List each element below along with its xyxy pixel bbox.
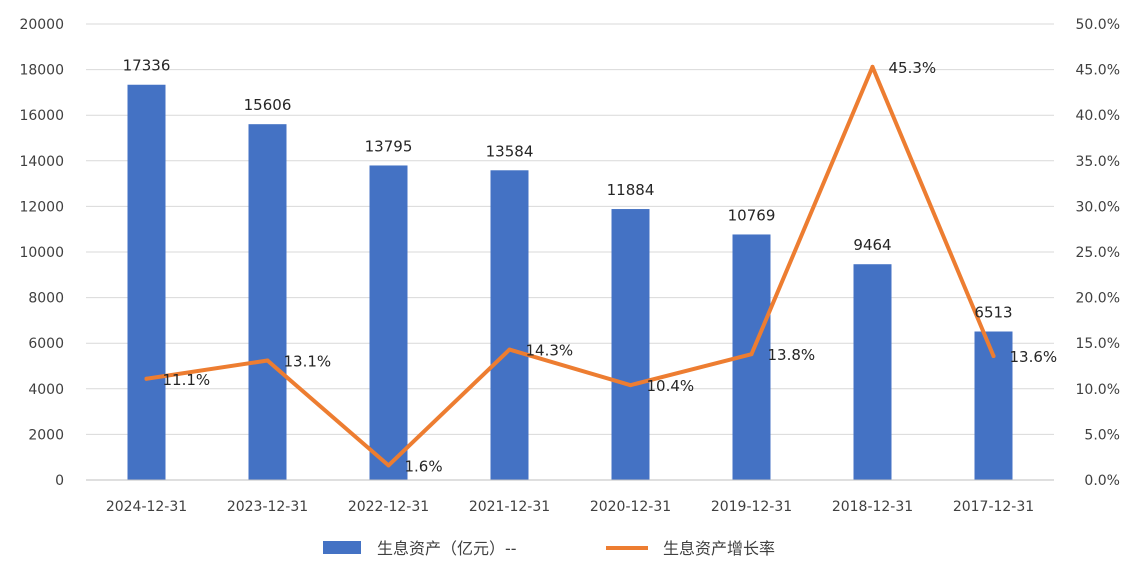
line-point xyxy=(265,358,270,363)
right-tick-label: 30.0% xyxy=(1076,199,1120,215)
line-point xyxy=(386,463,391,468)
x-tick-label: 2024-12-31 xyxy=(106,499,187,515)
left-tick-label: 14000 xyxy=(19,154,64,170)
line-value-label: 10.4% xyxy=(647,377,695,395)
left-tick-label: 8000 xyxy=(28,291,64,307)
legend-bar-label: 生息资产（亿元）-- xyxy=(377,539,517,558)
line-value-label: 13.8% xyxy=(768,346,816,364)
legend: 生息资产（亿元）-- 生息资产增长率 xyxy=(323,539,775,558)
left-tick-label: 18000 xyxy=(19,63,64,79)
line-point xyxy=(749,352,754,357)
left-tick-label: 4000 xyxy=(28,382,64,398)
line-value-label: 14.3% xyxy=(526,342,574,360)
bar-value-label: 6513 xyxy=(974,304,1012,322)
left-tick-label: 20000 xyxy=(19,17,64,33)
line-point xyxy=(991,353,996,358)
right-tick-label: 40.0% xyxy=(1076,108,1120,124)
bar-value-label: 13584 xyxy=(486,142,534,160)
right-tick-label: 5.0% xyxy=(1084,427,1120,443)
bar-value-label: 10769 xyxy=(728,206,776,224)
bar-value-label: 15606 xyxy=(244,96,292,114)
line-value-label: 1.6% xyxy=(405,457,443,475)
line-value-label: 13.6% xyxy=(1010,348,1058,366)
x-tick-label: 2017-12-31 xyxy=(953,499,1034,515)
line-point xyxy=(870,64,875,69)
bar xyxy=(853,264,892,480)
bar xyxy=(369,165,408,480)
bar-value-label: 17336 xyxy=(123,57,171,75)
line-point xyxy=(628,383,633,388)
line-series xyxy=(144,64,996,468)
line-value-label: 45.3% xyxy=(889,59,937,77)
right-tick-label: 45.0% xyxy=(1076,63,1120,79)
x-tick-label: 2019-12-31 xyxy=(711,499,792,515)
left-tick-label: 16000 xyxy=(19,108,64,124)
growth-line xyxy=(144,64,996,468)
right-tick-label: 15.0% xyxy=(1076,336,1120,352)
x-tick-label: 2018-12-31 xyxy=(832,499,913,515)
gridlines xyxy=(86,23,1054,435)
bar-data-labels: 17336 15606 13795 13584 11884 10769 9464 6513 xyxy=(123,57,1013,322)
line-value-label: 13.1% xyxy=(284,353,332,371)
x-tick-label: 2021-12-31 xyxy=(469,499,550,515)
x-tick-label: 2020-12-31 xyxy=(590,499,671,515)
x-axis: 2024-12-31 2023-12-31 2022-12-31 2021-12-31… xyxy=(86,479,1054,515)
right-tick-label: 20.0% xyxy=(1076,291,1120,307)
right-tick-label: 35.0% xyxy=(1076,154,1120,170)
line-data-labels: 11.1% 13.1% 1.6% 14.3% 10.4% 13.8% 45.3% 13.6% xyxy=(163,59,1058,476)
bar xyxy=(127,84,166,480)
bar-value-label: 9464 xyxy=(853,236,891,254)
right-tick-label: 10.0% xyxy=(1076,382,1120,398)
x-tick-label: 2023-12-31 xyxy=(227,499,308,515)
left-tick-label: 12000 xyxy=(19,199,64,215)
left-y-axis: 0 2000 4000 6000 8000 10000 12000 14000 16000 180… xyxy=(19,17,64,489)
line-point xyxy=(144,376,149,381)
bar-value-label: 13795 xyxy=(365,137,413,155)
right-tick-label: 25.0% xyxy=(1076,245,1120,261)
bar xyxy=(248,124,287,480)
right-tick-label: 50.0% xyxy=(1076,17,1120,33)
left-tick-label: 0 xyxy=(55,473,64,489)
x-tick-label: 2022-12-31 xyxy=(348,499,429,515)
legend-bar-swatch xyxy=(323,541,361,554)
left-tick-label: 6000 xyxy=(28,336,64,352)
bar xyxy=(490,170,529,481)
right-y-axis: 0.0% 5.0% 10.0% 15.0% 20.0% 25.0% 30.0% 35.0% 40… xyxy=(1076,17,1120,489)
left-tick-label: 2000 xyxy=(28,427,64,443)
left-tick-label: 10000 xyxy=(19,245,64,261)
bar-series xyxy=(127,84,1013,481)
right-tick-label: 0.0% xyxy=(1084,473,1120,489)
bar xyxy=(611,209,650,480)
bar-value-label: 11884 xyxy=(607,181,655,199)
line-point xyxy=(507,347,512,352)
legend-line-label: 生息资产增长率 xyxy=(663,539,775,558)
line-value-label: 11.1% xyxy=(163,371,211,389)
